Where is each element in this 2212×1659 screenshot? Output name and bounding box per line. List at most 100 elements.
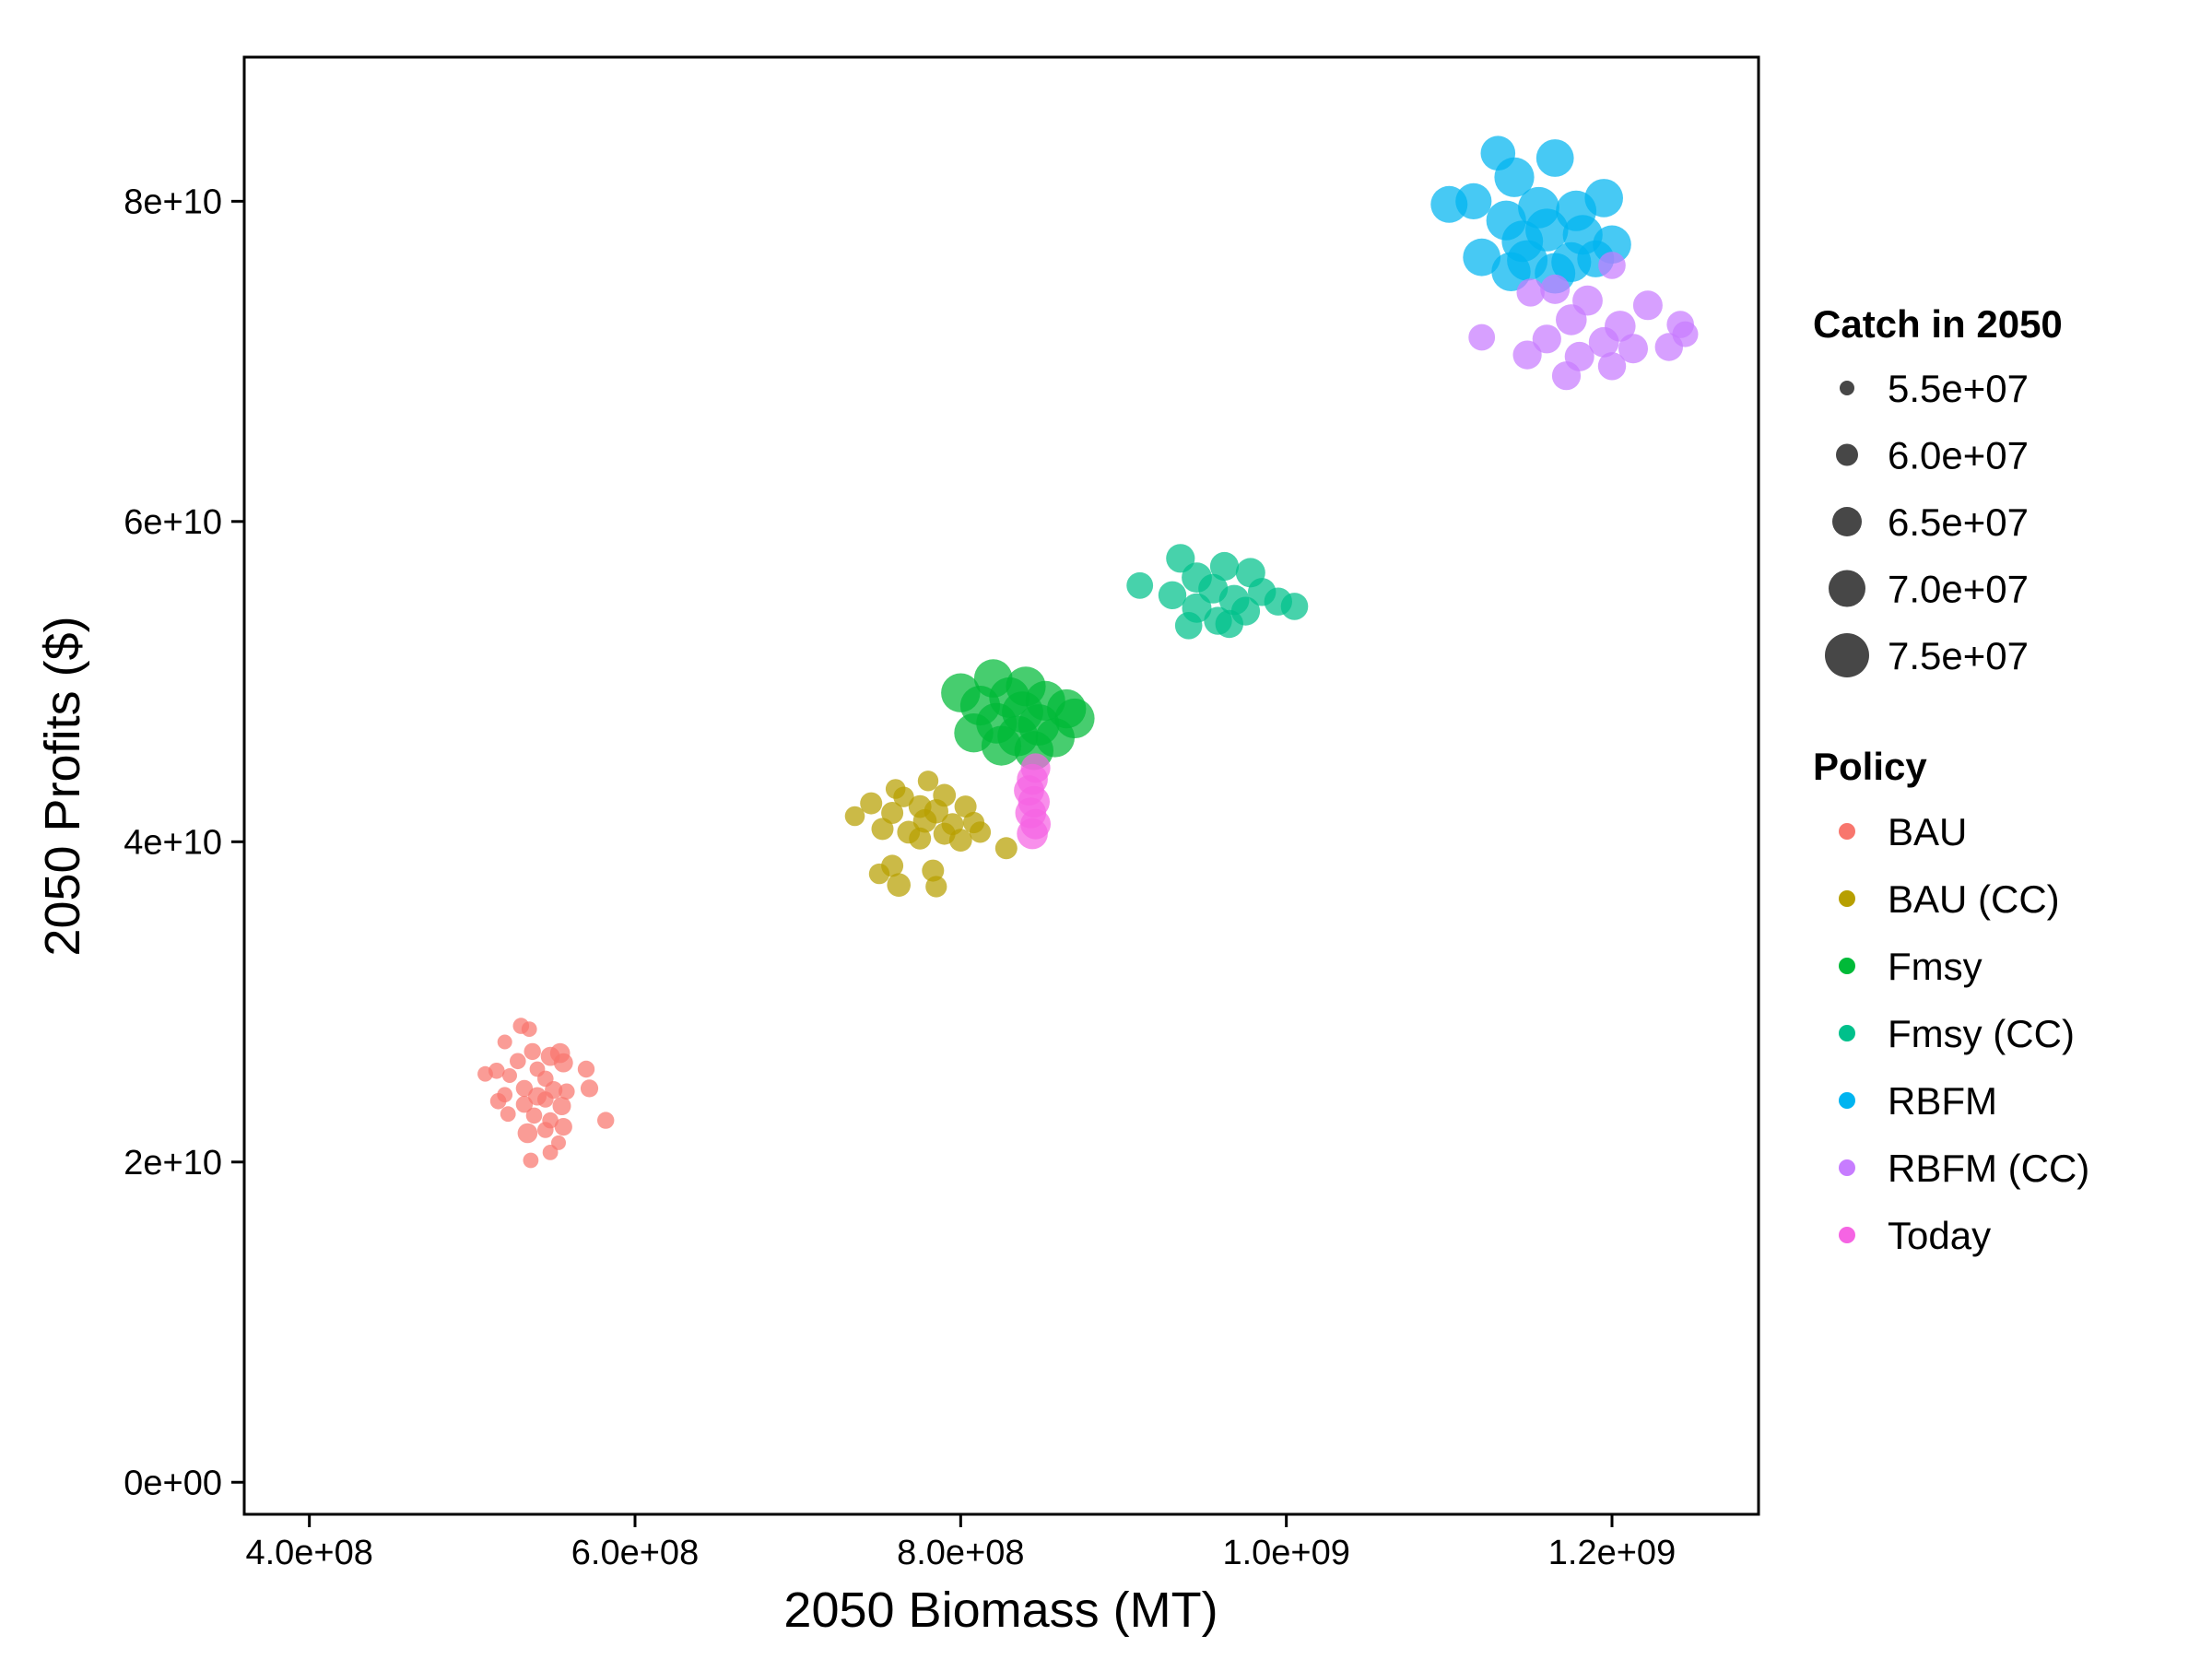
data-point	[537, 1122, 554, 1138]
size-legend-label: 7.0e+07	[1888, 568, 2029, 611]
series-rbfm	[1430, 135, 1631, 294]
data-point	[500, 1106, 516, 1123]
data-point	[981, 725, 1022, 766]
data-point	[1126, 571, 1154, 599]
size-legend-label: 6.0e+07	[1888, 434, 2029, 477]
data-point	[948, 829, 972, 852]
color-legend-entries: BAU BAU (CC) Fmsy Fmsy (CC) RBFM RBFM (CC) Tod…	[1839, 810, 2089, 1257]
data-point	[515, 1079, 534, 1098]
color-legend-label: RBFM	[1888, 1079, 1997, 1123]
data-point	[1463, 238, 1501, 276]
data-point	[580, 1079, 599, 1098]
data-point	[1618, 334, 1648, 364]
data-point	[1516, 278, 1545, 307]
data-point	[1532, 324, 1561, 354]
data-point	[502, 1068, 517, 1083]
data-point	[1280, 593, 1309, 620]
data-point	[525, 1107, 543, 1124]
x-tick-label: 6.0e+08	[571, 1534, 699, 1572]
color-legend-key	[1839, 958, 1855, 974]
data-point	[1535, 139, 1574, 177]
data-point	[969, 821, 992, 843]
data-point	[871, 818, 894, 841]
size-legend-key	[1825, 633, 1869, 677]
legend: Catch in 2050 5.5e+07 6.0e+07 6.5e+07 7.0e+…	[1813, 302, 2089, 1257]
data-point	[553, 1053, 573, 1073]
data-point	[521, 1021, 537, 1037]
size-legend-key	[1836, 443, 1858, 466]
data-point	[1551, 361, 1582, 391]
size-legend-key	[1840, 381, 1854, 395]
data-point	[844, 806, 865, 827]
data-point	[954, 795, 977, 818]
data-point	[922, 859, 945, 882]
data-point	[1209, 551, 1240, 582]
points-layer	[477, 135, 1699, 1169]
data-point	[488, 1063, 505, 1079]
series-bau	[477, 1018, 615, 1169]
color-legend-label: Fmsy	[1888, 945, 1983, 988]
data-point	[1017, 818, 1048, 850]
data-point	[1215, 609, 1244, 639]
data-point	[868, 863, 890, 885]
x-tick-label: 4.0e+08	[245, 1534, 372, 1572]
data-point	[597, 1112, 615, 1129]
data-point	[881, 802, 904, 824]
data-point	[893, 786, 914, 807]
color-legend-label: RBFM (CC)	[1888, 1147, 2089, 1190]
size-legend-label: 6.5e+07	[1888, 500, 2029, 544]
y-tick-label: 2e+10	[124, 1144, 222, 1182]
y-axis: 0e+00 2e+10 4e+10 6e+10 8e+10	[124, 182, 244, 1502]
data-point	[497, 1034, 512, 1050]
data-point	[554, 1118, 572, 1136]
size-legend-title: Catch in 2050	[1813, 302, 2063, 346]
x-tick-label: 1.0e+09	[1222, 1534, 1349, 1572]
size-legend-key	[1829, 570, 1865, 607]
data-point	[523, 1152, 539, 1169]
data-point	[524, 1042, 541, 1061]
data-point	[1512, 340, 1542, 370]
color-legend-key	[1839, 1092, 1855, 1109]
y-tick-label: 6e+10	[124, 503, 222, 542]
series-rbfm-cc	[1468, 252, 1699, 391]
data-point	[860, 792, 883, 815]
data-point	[1632, 290, 1663, 321]
x-axis-title: 2050 Biomass (MT)	[783, 1583, 1218, 1638]
series-today	[1014, 753, 1051, 850]
color-legend-label: Today	[1888, 1214, 1991, 1257]
color-legend-key	[1839, 1025, 1855, 1041]
color-legend-label: Fmsy (CC)	[1888, 1012, 2075, 1055]
x-axis: 4.0e+08 6.0e+08 8.0e+08 1.0e+09 1.2e+09	[245, 1514, 1676, 1572]
data-point	[1430, 185, 1468, 223]
data-point	[912, 808, 937, 833]
data-point	[1588, 326, 1619, 358]
y-axis-title: 2050 Profits ($)	[35, 616, 90, 956]
color-legend-key	[1839, 1227, 1855, 1243]
color-legend-title: Policy	[1813, 745, 1927, 788]
size-legend-label: 7.5e+07	[1888, 634, 2029, 677]
data-point	[1494, 157, 1535, 197]
y-tick-label: 0e+00	[124, 1464, 222, 1502]
data-point	[1654, 333, 1684, 361]
series-fmsy-cc	[1126, 544, 1309, 640]
series-fmsy	[941, 659, 1095, 771]
series-bau-cc	[844, 771, 1018, 898]
data-point	[1597, 352, 1627, 381]
x-tick-label: 8.0e+08	[897, 1534, 1024, 1572]
data-point	[517, 1123, 538, 1144]
color-legend-key	[1839, 823, 1855, 840]
data-point	[1491, 252, 1531, 291]
size-legend-key	[1832, 507, 1862, 536]
data-point	[489, 1093, 507, 1110]
color-legend-key	[1839, 1159, 1855, 1176]
data-point	[909, 827, 932, 850]
y-tick-label: 8e+10	[124, 182, 222, 221]
color-legend-label: BAU	[1888, 810, 1967, 853]
data-point	[1540, 274, 1571, 304]
data-point	[925, 876, 947, 898]
data-point	[537, 1091, 554, 1108]
color-legend-label: BAU (CC)	[1888, 877, 2060, 921]
x-tick-label: 1.2e+09	[1548, 1534, 1676, 1572]
data-point	[917, 771, 939, 792]
